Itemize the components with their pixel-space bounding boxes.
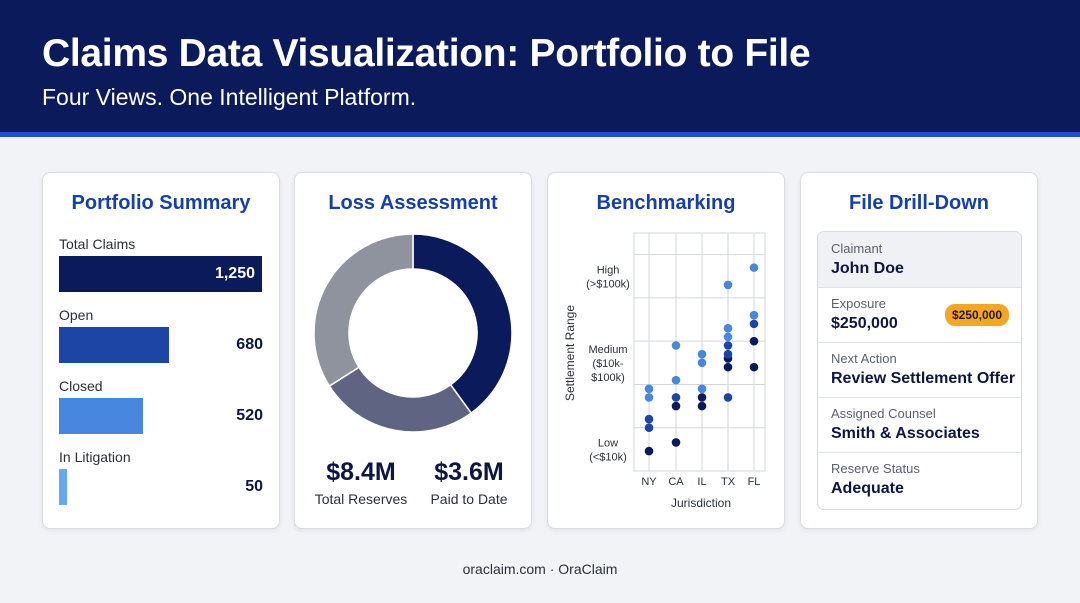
scatter-point bbox=[671, 401, 681, 411]
scatter-point bbox=[723, 332, 733, 342]
x-tick-label: CA bbox=[668, 476, 684, 488]
scatter-point bbox=[749, 319, 759, 329]
scatter-point bbox=[723, 323, 733, 333]
donut-slice-1 bbox=[412, 233, 513, 415]
paid-to-date-label: Paid to Date bbox=[430, 491, 508, 507]
drilldown-label: Reserve Status bbox=[831, 461, 920, 476]
drilldown-panel: Claimant John Doe Exposure $250,000 $250… bbox=[817, 231, 1022, 510]
portfolio-summary-title: Portfolio Summary bbox=[71, 192, 251, 214]
bar-value-in-litigation: 50 bbox=[245, 478, 263, 495]
scatter-point bbox=[671, 375, 681, 385]
donut-slice-3 bbox=[313, 233, 414, 388]
scatter-point bbox=[671, 341, 681, 350]
benchmarking-title: Benchmarking bbox=[596, 192, 736, 214]
scatter-point bbox=[697, 393, 707, 402]
drilldown-row-next-action[interactable]: Next Action Review Settlement Offer bbox=[818, 342, 1021, 398]
scatter-point bbox=[644, 393, 654, 402]
bar-value-total-claims: 1,250 bbox=[214, 265, 255, 282]
scatter-point bbox=[671, 438, 681, 447]
drilldown-label: Exposure bbox=[831, 296, 886, 311]
donut-slice-2 bbox=[328, 366, 473, 433]
drilldown-label: Claimant bbox=[831, 241, 883, 256]
scatter-point bbox=[671, 393, 681, 402]
drilldown-row-claimant[interactable]: Claimant John Doe bbox=[818, 232, 1021, 288]
paid-to-date-value: $3.6M bbox=[434, 458, 504, 486]
file-drilldown-card: File Drill-Down Claimant John Doe Exposu… bbox=[800, 172, 1038, 529]
scatter-point bbox=[697, 349, 707, 359]
loss-assessment-card: Loss Assessment $8.4M Total Reserves $3.… bbox=[294, 172, 532, 529]
file-drilldown-title: File Drill-Down bbox=[849, 192, 989, 214]
bar-label-total-claims: Total Claims bbox=[59, 236, 136, 252]
scatter-point bbox=[697, 401, 707, 411]
y-tick-label: High (>$100k) bbox=[586, 264, 630, 290]
footer-text: oraclaim.com · OraClaim bbox=[462, 561, 618, 577]
bar-total-claims bbox=[59, 256, 262, 292]
bar-label-closed: Closed bbox=[59, 378, 103, 394]
page-title: Claims Data Visualization: Portfolio to … bbox=[42, 32, 811, 75]
scatter-point bbox=[723, 349, 733, 359]
y-tick-label: Low (<$10k) bbox=[589, 437, 627, 463]
drilldown-value: Review Settlement Offer bbox=[831, 370, 1016, 387]
x-axis-title: Jurisdiction bbox=[671, 496, 731, 510]
scatter-point bbox=[723, 280, 733, 290]
donut-chart bbox=[313, 233, 513, 433]
scatter-point bbox=[723, 341, 733, 350]
scatter-chart: Low (<$10k) Medium ($10k-$100k) High (>$100k)… bbox=[563, 232, 766, 510]
drilldown-value: John Doe bbox=[831, 260, 904, 277]
scatter-point bbox=[644, 384, 654, 394]
y-axis-title: Settlement Range bbox=[563, 305, 577, 401]
scatter-point bbox=[749, 310, 759, 320]
drilldown-row-exposure[interactable]: Exposure $250,000 $250,000 bbox=[818, 287, 1021, 343]
scatter-point bbox=[723, 393, 733, 402]
total-reserves-value: $8.4M bbox=[326, 458, 396, 486]
bar-label-open: Open bbox=[59, 307, 94, 323]
portfolio-summary-card: Portfolio Summary Total Claims 1,250 Ope… bbox=[42, 172, 280, 529]
x-tick-label: TX bbox=[721, 476, 736, 488]
scatter-point bbox=[723, 362, 733, 372]
bar-value-closed: 520 bbox=[236, 407, 263, 424]
scatter-point bbox=[749, 263, 759, 272]
total-reserves-label: Total Reserves bbox=[314, 491, 408, 507]
drilldown-value: $250,000 bbox=[831, 315, 898, 332]
loss-assessment-title: Loss Assessment bbox=[328, 192, 498, 214]
scatter-point bbox=[697, 384, 707, 394]
x-tick-label: IL bbox=[697, 476, 706, 488]
page-subtitle: Four Views. One Intelligent Platform. bbox=[42, 84, 417, 110]
bar-value-open: 680 bbox=[236, 336, 263, 353]
bar-label-in-litigation: In Litigation bbox=[59, 449, 131, 465]
scatter-point bbox=[644, 414, 654, 424]
bar-in-litigation bbox=[59, 469, 67, 505]
scatter-point bbox=[644, 423, 654, 433]
plot-frame bbox=[633, 232, 766, 472]
benchmarking-card: Benchmarking Low (<$10k) Medium ($10k-$100k… bbox=[547, 172, 785, 529]
bar-open bbox=[59, 327, 169, 363]
scatter-point bbox=[749, 362, 759, 372]
scatter-point bbox=[697, 358, 707, 368]
header-accent-bar bbox=[0, 132, 1080, 137]
x-tick-label: FL bbox=[748, 476, 761, 488]
bar-closed bbox=[59, 398, 143, 434]
drilldown-value: Smith & Associates bbox=[831, 425, 980, 442]
scatter-point bbox=[749, 336, 759, 346]
drilldown-row-reserve-status[interactable]: Reserve Status Adequate bbox=[818, 452, 1021, 507]
scatter-point bbox=[644, 446, 654, 456]
drilldown-label: Assigned Counsel bbox=[831, 406, 936, 421]
header-banner: Claims Data Visualization: Portfolio to … bbox=[0, 0, 1080, 132]
x-tick-label: NY bbox=[641, 476, 657, 488]
drilldown-value: Adequate bbox=[831, 480, 904, 497]
y-tick-label: Medium ($10k-$100k) bbox=[588, 344, 627, 384]
drilldown-label: Next Action bbox=[831, 351, 897, 366]
drilldown-row-assigned-counsel[interactable]: Assigned Counsel Smith & Associates bbox=[818, 397, 1021, 453]
exposure-badge: $250,000 bbox=[944, 304, 1009, 326]
